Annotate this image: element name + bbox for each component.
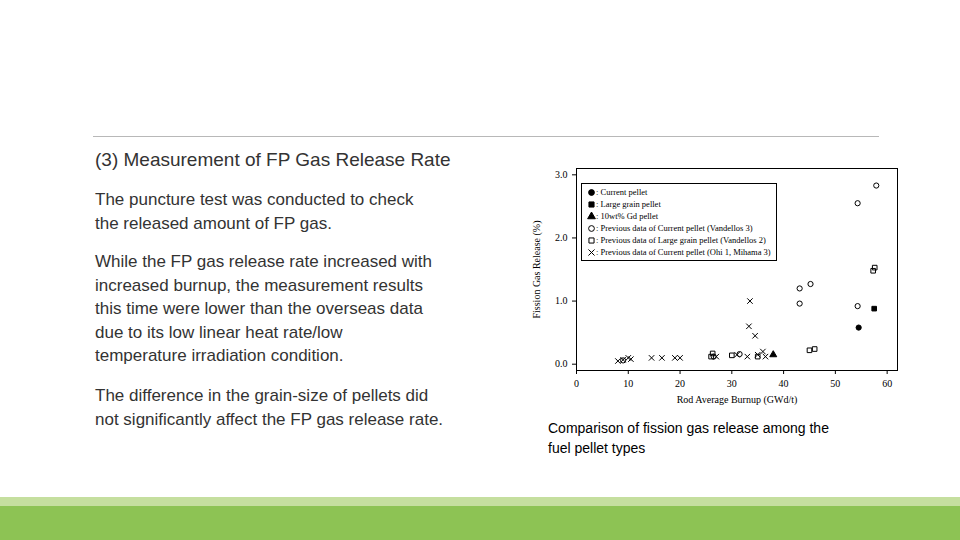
html-text:Comparison of fission gas rele: Comparison of fission gas release among … [548,420,829,436]
html-text:the released amount of FP gas.: the released amount of FP gas. [95,213,332,233]
svg-text:0.0: 0.0 [555,358,568,369]
html-text:: Previous data of Large grain: : Previous data of Large grain pellet (V… [596,235,766,245]
html-text:not significantly affect the F: not significantly affect the FP gas rele… [95,409,444,429]
html-text:fuel pellet types: fuel pellet types [548,440,646,456]
html-text:While the FP gas release rate: While the FP gas release rate increased … [95,252,432,271]
html-text:: Previous data of Current pel: : Previous data of Current pellet (Vande… [596,223,753,233]
svg-text:0: 0 [574,378,579,389]
html-text:increased burnup, the measurem: increased burnup, the measurement result… [95,275,423,295]
html-text:this time were lower than the: this time were lower than the overseas d… [95,299,423,319]
html-text:The puncture test was conducte: The puncture test was conducted to check [95,190,414,209]
svg-text:50: 50 [830,378,840,389]
html-text:due to its low linear heat rat: due to its low linear heat rate/low [95,322,343,342]
svg-text:Fission Gas Release (%): Fission Gas Release (%) [531,220,543,318]
svg-text:40: 40 [779,378,789,389]
html-text:(3) Measurement of FP Gas Rele: (3) Measurement of FP Gas Release Rate [95,149,451,170]
html-text:The difference in the grain-si: The difference in the grain-size of pell… [95,386,429,405]
svg-text:10: 10 [623,378,633,389]
svg-text:Rod Average Burnup (GWd/t): Rod Average Burnup (GWd/t) [677,394,798,406]
svg-text:3.0: 3.0 [555,169,568,180]
html-text:: Large grain pellet: : Large grain pellet [596,199,661,209]
svg-text:20: 20 [675,378,685,389]
svg-text:2.0: 2.0 [555,232,568,243]
html-text:temperature irradiation condit: temperature irradiation condition. [95,346,344,366]
html-text:: 10wt% Gd pellet: : 10wt% Gd pellet [596,211,659,221]
html-text:: Previous data of Current pel: : Previous data of Current pellet (Ohi 1… [596,247,771,257]
svg-text:1.0: 1.0 [555,295,568,306]
svg-text:30: 30 [727,378,737,389]
svg-text:60: 60 [882,378,892,389]
html-text:: Current pellet: : Current pellet [596,187,648,197]
